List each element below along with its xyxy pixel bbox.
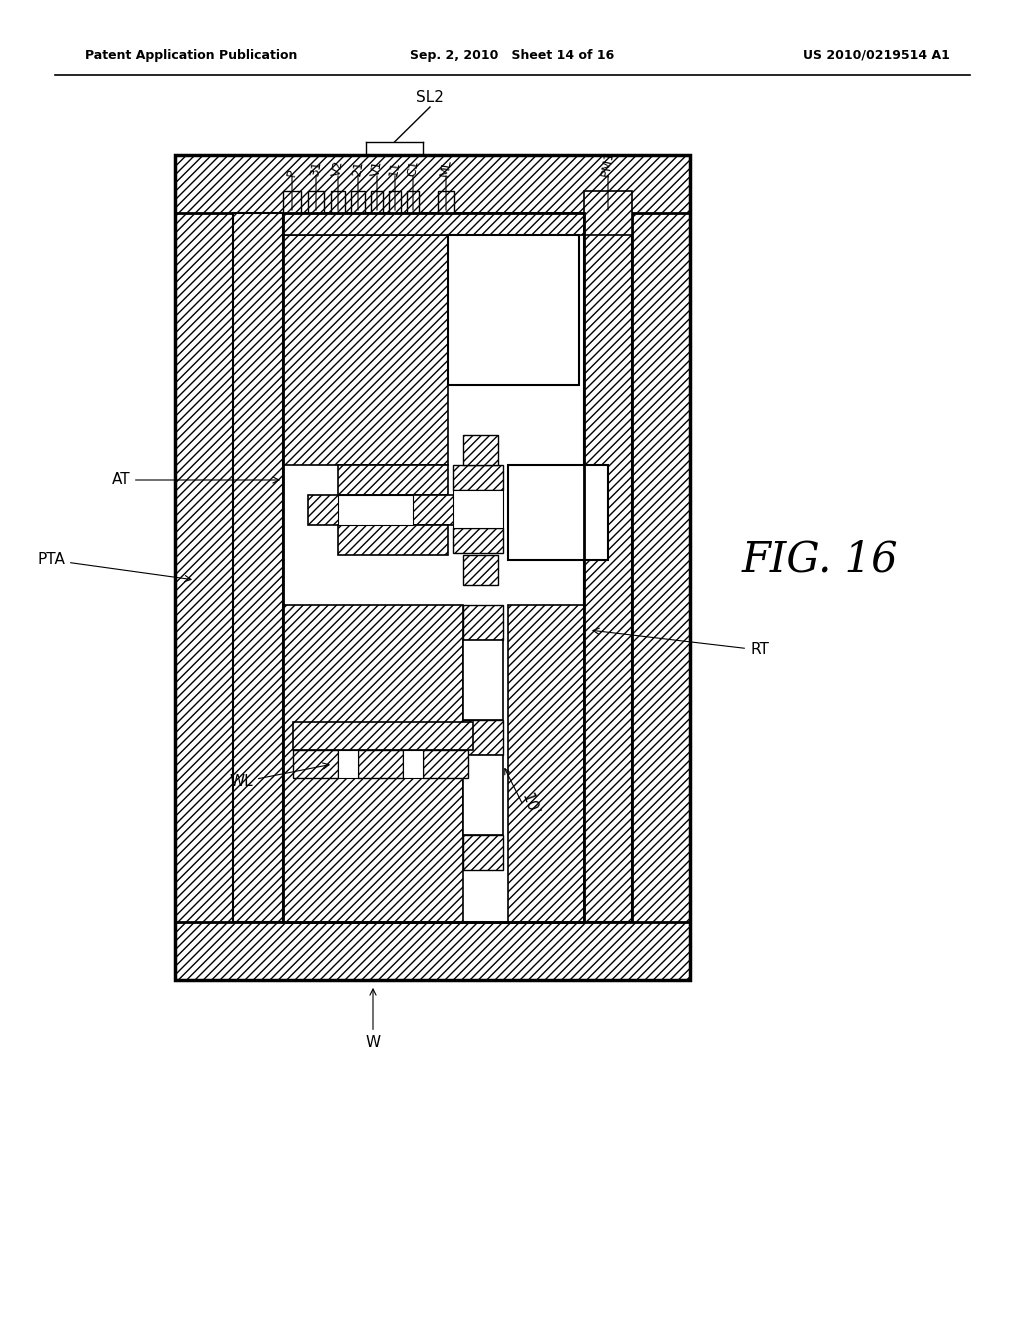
Bar xyxy=(407,191,419,213)
Bar xyxy=(453,490,503,528)
Bar xyxy=(449,235,579,385)
Bar xyxy=(463,640,503,719)
Bar xyxy=(463,605,503,640)
Text: Sep. 2, 2010   Sheet 14 of 16: Sep. 2, 2010 Sheet 14 of 16 xyxy=(410,49,614,62)
Bar xyxy=(584,191,632,235)
Bar xyxy=(371,191,383,213)
Bar xyxy=(351,191,365,213)
Bar xyxy=(175,154,690,213)
Text: FIG. 16: FIG. 16 xyxy=(741,539,898,581)
Bar xyxy=(463,755,503,836)
Bar xyxy=(233,213,283,921)
Bar xyxy=(453,528,503,553)
Bar xyxy=(283,213,584,921)
Bar xyxy=(338,525,449,554)
Bar xyxy=(358,750,403,777)
Text: C1: C1 xyxy=(406,160,421,178)
Text: P: P xyxy=(285,169,299,178)
Bar xyxy=(438,191,454,213)
Bar xyxy=(508,605,584,921)
Bar xyxy=(175,154,233,979)
Bar xyxy=(293,750,338,777)
Text: WL: WL xyxy=(229,763,329,789)
Bar xyxy=(175,921,690,979)
Bar xyxy=(283,605,463,921)
Bar xyxy=(308,495,468,525)
Bar xyxy=(463,719,503,755)
Bar xyxy=(453,465,503,490)
Text: 21: 21 xyxy=(350,160,366,178)
Text: Patent Application Publication: Patent Application Publication xyxy=(85,49,297,62)
Bar xyxy=(389,191,401,213)
Text: PM1: PM1 xyxy=(599,150,616,178)
Text: V1: V1 xyxy=(370,160,385,178)
Text: 11: 11 xyxy=(387,160,402,178)
Bar xyxy=(463,836,503,870)
Text: SL2: SL2 xyxy=(416,90,444,106)
Bar xyxy=(175,154,690,979)
Bar xyxy=(338,495,413,525)
Bar xyxy=(293,722,473,750)
Bar xyxy=(308,191,324,213)
Bar xyxy=(508,465,608,560)
Text: ML: ML xyxy=(438,158,454,178)
Bar xyxy=(463,436,498,465)
Bar xyxy=(331,191,345,213)
Bar xyxy=(403,750,423,777)
Text: V2: V2 xyxy=(330,160,346,178)
Text: RT: RT xyxy=(593,628,769,657)
Text: W: W xyxy=(366,989,381,1049)
Bar xyxy=(283,191,301,213)
Text: US 2010/0219514 A1: US 2010/0219514 A1 xyxy=(803,49,950,62)
Bar xyxy=(423,750,468,777)
Bar xyxy=(463,554,498,585)
Text: 31: 31 xyxy=(308,160,324,178)
Bar xyxy=(632,154,690,979)
Text: PTA: PTA xyxy=(37,553,191,582)
Bar xyxy=(283,213,584,235)
Bar xyxy=(338,465,449,495)
Bar xyxy=(584,213,632,921)
Text: AT: AT xyxy=(112,473,279,487)
Text: 10': 10' xyxy=(518,792,540,818)
Bar xyxy=(338,750,358,777)
Bar xyxy=(283,235,449,465)
